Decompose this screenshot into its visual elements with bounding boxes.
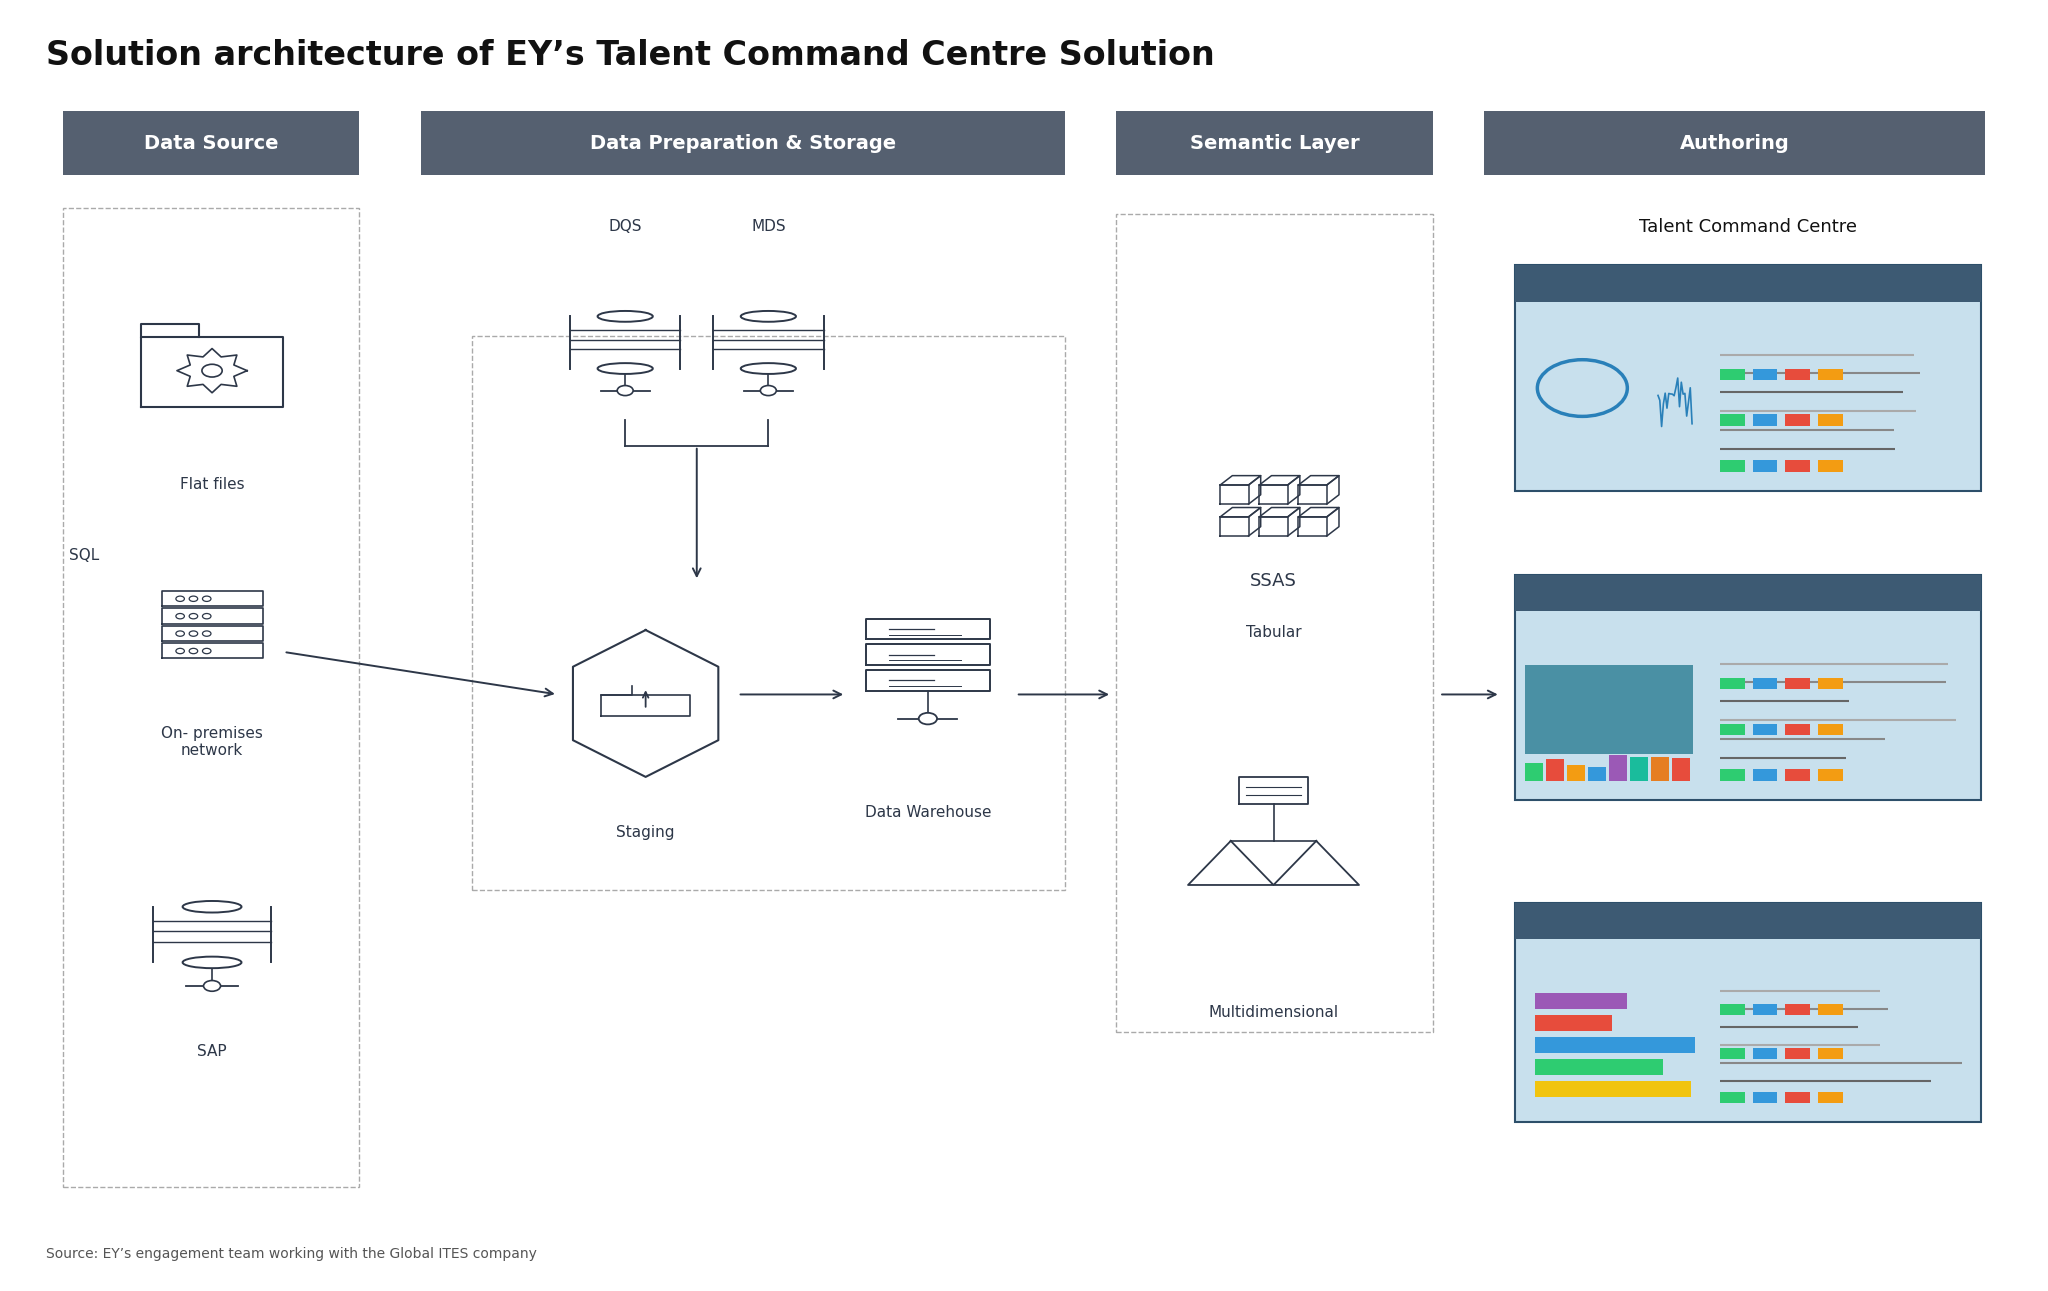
- Bar: [1819, 1092, 1843, 1103]
- Bar: [1753, 460, 1778, 471]
- Bar: [1786, 723, 1810, 735]
- Text: Data Warehouse: Data Warehouse: [864, 806, 991, 821]
- Ellipse shape: [182, 901, 242, 913]
- Bar: [1819, 1004, 1843, 1015]
- Bar: [1720, 678, 1745, 689]
- Circle shape: [616, 386, 633, 395]
- Bar: [1516, 266, 1980, 302]
- Bar: [1516, 904, 1980, 1122]
- Bar: [1753, 1092, 1778, 1103]
- Bar: [1720, 1004, 1745, 1015]
- Bar: [1516, 574, 1980, 800]
- Bar: [1720, 414, 1745, 426]
- Bar: [1567, 764, 1585, 781]
- Bar: [1526, 665, 1694, 754]
- Text: Authoring: Authoring: [1679, 133, 1790, 152]
- Bar: [63, 208, 358, 1186]
- Bar: [1546, 759, 1565, 781]
- Bar: [1819, 1048, 1843, 1059]
- Text: Tabular: Tabular: [1245, 625, 1300, 640]
- Bar: [1819, 414, 1843, 426]
- Text: Talent Command Centre: Talent Command Centre: [1638, 218, 1858, 236]
- Bar: [1753, 1048, 1778, 1059]
- Bar: [1753, 414, 1778, 426]
- Bar: [1819, 769, 1843, 781]
- Bar: [1786, 678, 1810, 689]
- Circle shape: [203, 981, 221, 991]
- Circle shape: [760, 386, 776, 395]
- Bar: [1116, 214, 1434, 1032]
- Bar: [1819, 368, 1843, 380]
- Bar: [1526, 763, 1542, 781]
- Bar: [63, 111, 358, 176]
- Bar: [1753, 368, 1778, 380]
- Ellipse shape: [182, 957, 242, 968]
- Bar: [1786, 414, 1810, 426]
- Bar: [1819, 723, 1843, 735]
- Bar: [1786, 460, 1810, 471]
- Bar: [1536, 1015, 1612, 1030]
- Bar: [1720, 723, 1745, 735]
- Circle shape: [920, 713, 938, 724]
- Text: Flat files: Flat files: [180, 476, 244, 492]
- Bar: [1720, 1092, 1745, 1103]
- Bar: [1630, 757, 1649, 781]
- Text: SSAS: SSAS: [1249, 572, 1296, 590]
- Text: On- premises
network: On- premises network: [162, 726, 262, 758]
- Bar: [1516, 266, 1980, 491]
- Bar: [1786, 769, 1810, 781]
- Ellipse shape: [741, 363, 797, 374]
- Bar: [1516, 904, 1980, 940]
- Bar: [1516, 574, 1980, 611]
- Bar: [1536, 1037, 1696, 1052]
- Ellipse shape: [741, 311, 797, 321]
- Bar: [1786, 1004, 1810, 1015]
- Bar: [471, 337, 1065, 891]
- Bar: [1536, 1081, 1690, 1096]
- Text: SAP: SAP: [197, 1044, 227, 1059]
- Bar: [1786, 1092, 1810, 1103]
- Bar: [1485, 111, 1985, 176]
- Text: Solution architecture of EY’s Talent Command Centre Solution: Solution architecture of EY’s Talent Com…: [47, 39, 1214, 72]
- Bar: [1536, 1059, 1663, 1074]
- Text: Data Source: Data Source: [143, 133, 279, 152]
- Text: Source: EY’s engagement team working with the Global ITES company: Source: EY’s engagement team working wit…: [47, 1247, 537, 1260]
- Bar: [1753, 1004, 1778, 1015]
- Bar: [1720, 368, 1745, 380]
- Bar: [1673, 758, 1690, 781]
- Bar: [1819, 460, 1843, 471]
- Text: SQL: SQL: [70, 547, 100, 563]
- Bar: [1786, 1048, 1810, 1059]
- Bar: [1753, 769, 1778, 781]
- Bar: [420, 111, 1065, 176]
- Bar: [1753, 678, 1778, 689]
- Bar: [1819, 678, 1843, 689]
- Text: DQS: DQS: [608, 219, 641, 235]
- Bar: [1651, 758, 1669, 781]
- Text: Semantic Layer: Semantic Layer: [1190, 133, 1360, 152]
- Bar: [1720, 460, 1745, 471]
- Ellipse shape: [598, 311, 653, 321]
- Bar: [1720, 769, 1745, 781]
- Text: Data Preparation & Storage: Data Preparation & Storage: [590, 133, 895, 152]
- Bar: [1610, 755, 1626, 781]
- Bar: [1536, 993, 1626, 1008]
- Text: MDS: MDS: [752, 219, 786, 235]
- Ellipse shape: [598, 363, 653, 374]
- Bar: [1753, 723, 1778, 735]
- Text: Staging: Staging: [616, 825, 676, 839]
- Bar: [1116, 111, 1434, 176]
- Bar: [1720, 1048, 1745, 1059]
- Bar: [1587, 767, 1606, 781]
- Bar: [1786, 368, 1810, 380]
- Text: Multidimensional: Multidimensional: [1208, 1006, 1339, 1020]
